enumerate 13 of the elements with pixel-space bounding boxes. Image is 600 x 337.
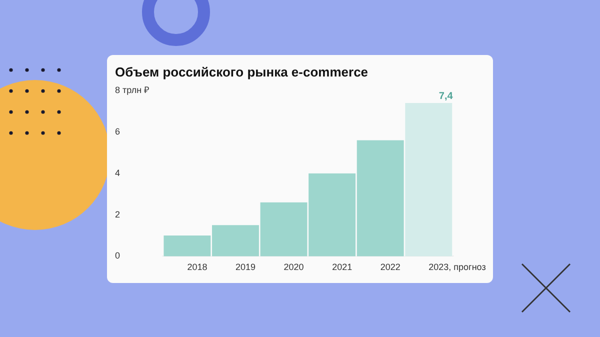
y-tick-label: 2 (115, 209, 120, 220)
y-tick-label: 6 (115, 126, 120, 136)
x-tick-label: 2018 (187, 262, 208, 272)
x-tick-label: 2019 (235, 262, 256, 272)
y-tick-label: 4 (115, 168, 120, 178)
x-tick-label: 2023, прогноз (428, 262, 486, 272)
x-tick-label: 2021 (332, 262, 352, 272)
data-label: 7,4 (438, 90, 454, 102)
chart-title: Объем российского рынка e-commerce (115, 64, 368, 80)
x-tick-label: 2020 (284, 262, 304, 272)
y-tick-label: 0 (115, 250, 120, 261)
y-tick-label: 8 трлн ₽ (115, 85, 150, 96)
x-tick-label: 2022 (380, 262, 400, 272)
